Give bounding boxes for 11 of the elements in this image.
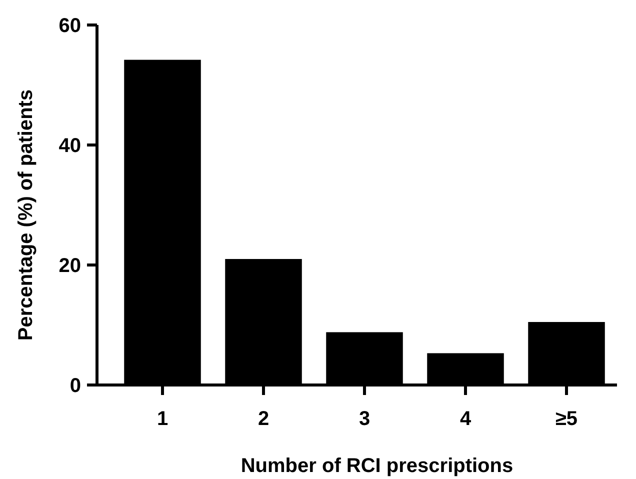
x-tick-label: 2 — [258, 408, 270, 430]
x-tick-label: 1 — [156, 408, 168, 430]
y-axis-title: Percentage (%) of patients — [15, 89, 37, 341]
y-tick-label: 40 — [58, 135, 81, 157]
y-tick-label: 20 — [58, 255, 81, 277]
x-axis-title: Number of RCI prescriptions — [240, 455, 514, 477]
x-tick-label: ≥5 — [555, 408, 578, 430]
y-tick-label: 0 — [70, 375, 81, 397]
x-tick-label: 4 — [460, 408, 472, 430]
x-tick-label: 3 — [358, 408, 370, 430]
y-tick-label: 60 — [58, 15, 81, 37]
